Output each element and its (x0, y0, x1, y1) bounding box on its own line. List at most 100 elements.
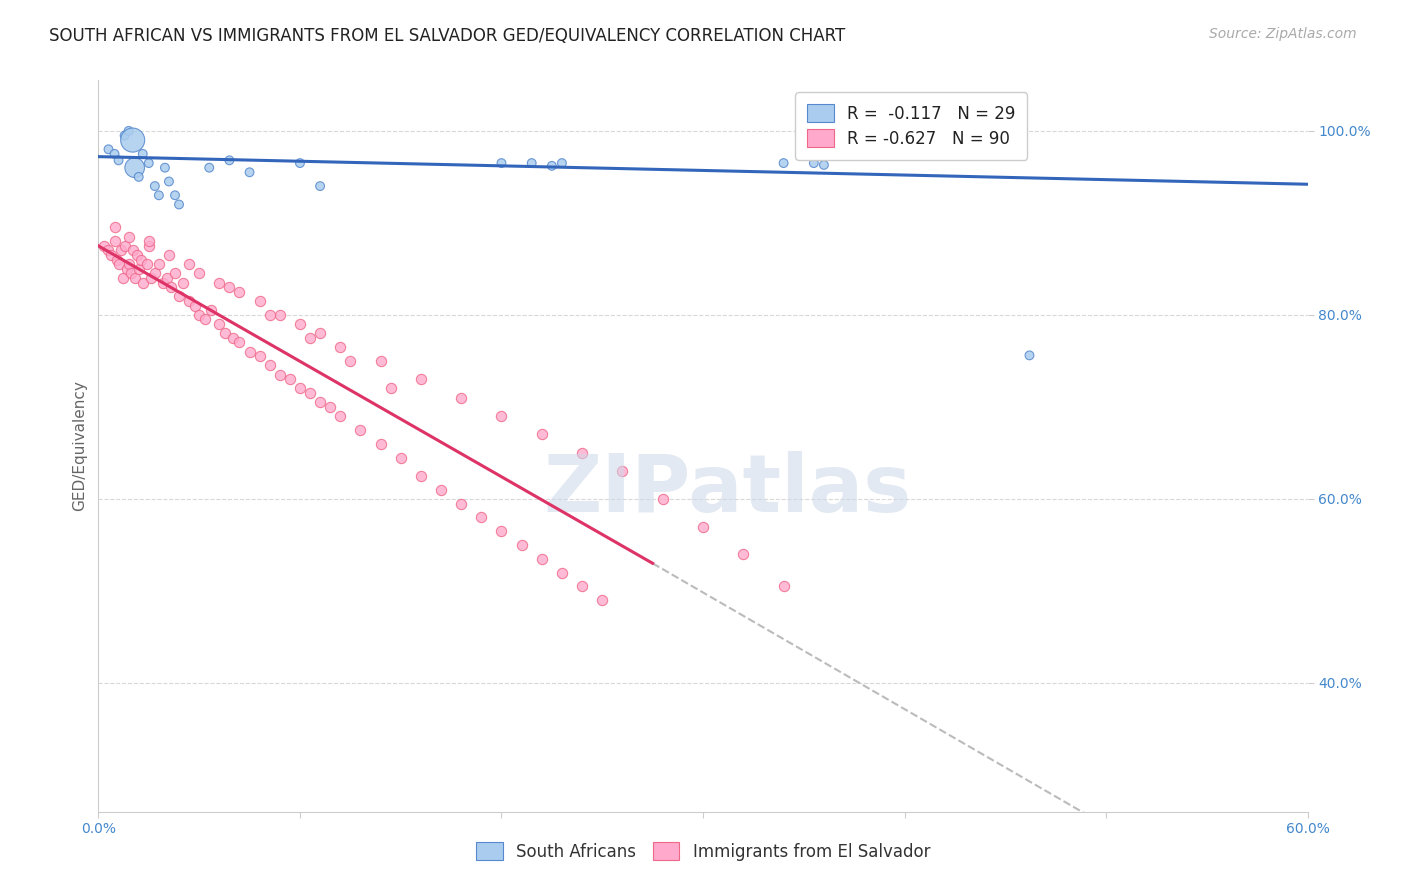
Point (520, 156, 543, 170)
Point (491, 524, 513, 538)
Point (118, 124, 141, 138)
Point (450, 496, 472, 510)
Point (692, 519, 714, 533)
Point (551, 156, 574, 170)
Point (510, 538, 533, 552)
Point (299, 386, 322, 401)
Point (160, 280, 183, 294)
Point (198, 161, 221, 175)
Text: ZIPatlas: ZIPatlas (543, 450, 911, 529)
Point (135, 257, 157, 271)
Point (651, 491, 673, 506)
Point (329, 409, 352, 423)
Point (115, 261, 138, 276)
Point (167, 289, 190, 303)
Point (128, 169, 150, 184)
Point (540, 159, 562, 173)
Point (208, 317, 231, 331)
Point (163, 188, 186, 202)
Point (179, 257, 201, 271)
Point (138, 239, 160, 253)
Point (129, 252, 152, 267)
Point (299, 331, 322, 345)
Point (110, 244, 132, 258)
Point (118, 257, 141, 271)
Point (470, 510, 492, 524)
Point (132, 147, 155, 161)
Point (179, 294, 201, 309)
Point (339, 354, 361, 368)
Point (103, 235, 125, 249)
Point (278, 372, 301, 386)
Point (103, 220, 125, 235)
Point (124, 271, 146, 285)
Point (105, 252, 128, 267)
Text: SOUTH AFRICAN VS IMMIGRANTS FROM EL SALVADOR GED/EQUIVALENCY CORRELATION CHART: SOUTH AFRICAN VS IMMIGRANTS FROM EL SALV… (49, 27, 845, 45)
Point (612, 464, 634, 478)
Point (239, 344, 262, 359)
Point (259, 359, 281, 373)
Point (214, 326, 236, 341)
Point (329, 340, 352, 354)
Point (772, 579, 794, 593)
Point (430, 483, 453, 497)
Point (143, 179, 166, 194)
Point (157, 174, 180, 188)
Point (188, 308, 211, 322)
Point (163, 267, 186, 281)
Text: Source: ZipAtlas.com: Source: ZipAtlas.com (1209, 27, 1357, 41)
Point (138, 235, 160, 249)
Point (132, 276, 155, 290)
Point (309, 326, 332, 341)
Point (188, 267, 211, 281)
Point (319, 400, 342, 414)
Point (153, 161, 176, 175)
Point (97, 244, 120, 258)
Point (222, 331, 245, 345)
Point (491, 409, 513, 423)
Point (103, 147, 125, 161)
Point (208, 276, 231, 290)
Point (591, 593, 613, 607)
Point (288, 317, 311, 331)
Point (259, 308, 281, 322)
Point (803, 156, 825, 170)
Point (571, 446, 593, 460)
Point (107, 257, 129, 271)
Point (120, 267, 142, 281)
Point (121, 244, 143, 258)
Point (148, 257, 170, 271)
Point (409, 469, 432, 483)
Point (530, 427, 553, 442)
Point (288, 156, 311, 170)
Point (97, 142, 120, 156)
Point (288, 382, 311, 396)
Point (370, 354, 392, 368)
Point (733, 547, 755, 561)
Point (124, 161, 146, 175)
Point (152, 276, 174, 290)
Point (571, 579, 593, 593)
Point (143, 267, 166, 281)
Point (114, 239, 136, 253)
Point (125, 248, 148, 262)
Point (530, 551, 553, 566)
Point (309, 395, 332, 409)
Point (309, 179, 332, 194)
Point (111, 271, 134, 285)
Point (239, 165, 262, 179)
Point (813, 158, 835, 172)
Point (121, 133, 143, 147)
Point (349, 423, 371, 437)
Point (128, 261, 150, 276)
Point (138, 156, 160, 170)
Point (551, 566, 574, 580)
Point (218, 280, 240, 294)
Point (167, 197, 190, 211)
Point (218, 153, 240, 168)
Point (389, 450, 412, 465)
Point (370, 436, 392, 450)
Point (228, 285, 250, 299)
Point (269, 308, 291, 322)
Point (148, 188, 170, 202)
